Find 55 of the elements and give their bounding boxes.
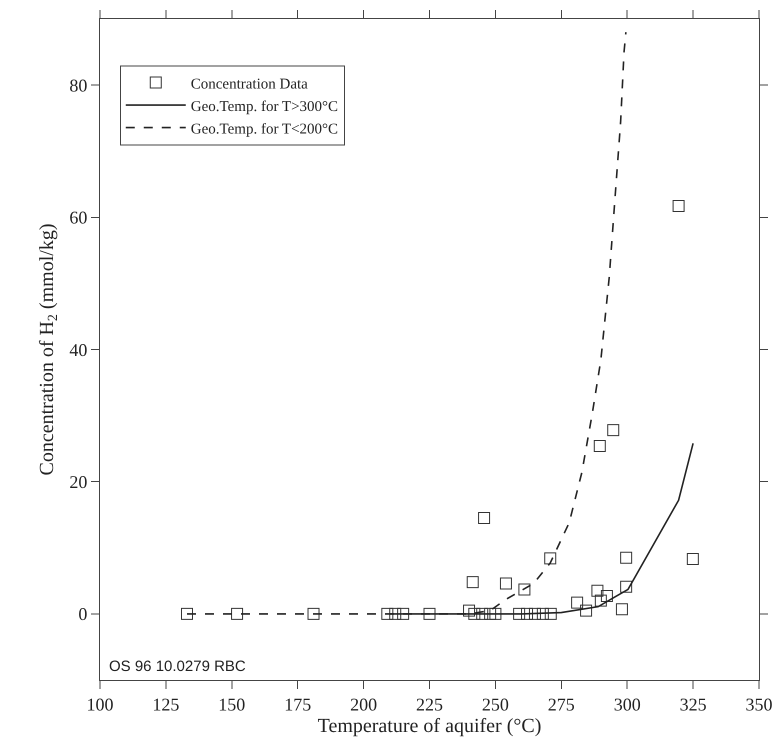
legend-label: Geo.Temp. for T<200°C <box>190 121 338 138</box>
x-tick-label: 275 <box>548 694 575 715</box>
point <box>308 608 320 620</box>
point <box>381 608 394 620</box>
x-tick-label: 225 <box>416 694 443 715</box>
point <box>600 590 613 602</box>
point <box>521 608 534 620</box>
point <box>397 608 410 620</box>
y-tick-label: 40 <box>69 340 88 360</box>
annotation: OS 96 10.0279 RBC <box>109 658 246 675</box>
point <box>594 594 607 607</box>
point <box>489 608 502 620</box>
point <box>424 608 436 620</box>
x-tick-label: 325 <box>680 694 707 715</box>
point <box>466 576 479 588</box>
y-tick-label: 80 <box>69 75 88 96</box>
point <box>478 512 490 524</box>
point <box>476 608 488 620</box>
point <box>463 604 476 617</box>
point <box>468 608 480 620</box>
x-tick-label: 125 <box>152 694 180 715</box>
x-tick-label: 150 <box>218 694 246 715</box>
x-tick-label: 250 <box>482 694 509 715</box>
x-tick-label: 300 <box>614 694 641 715</box>
x-tick-label: 200 <box>350 694 378 715</box>
point <box>620 552 632 564</box>
point <box>544 552 556 564</box>
legend-label: Geo.Temp. for T>300°C <box>190 98 338 115</box>
point <box>591 584 604 597</box>
point <box>180 608 193 620</box>
point <box>544 608 557 620</box>
point <box>686 553 699 566</box>
point <box>594 440 606 452</box>
point <box>528 608 541 620</box>
x-tick-label: 100 <box>86 694 114 715</box>
point <box>389 608 402 620</box>
y-tick-label: 60 <box>69 208 88 228</box>
point <box>672 200 685 212</box>
point <box>231 608 244 620</box>
y-tick-label: 0 <box>78 604 88 624</box>
point <box>500 577 512 590</box>
x-tick-label: 175 <box>284 694 312 715</box>
point <box>484 608 496 620</box>
point <box>571 596 584 609</box>
point <box>580 604 592 617</box>
point <box>536 608 549 620</box>
x-tick-label: 350 <box>746 694 772 715</box>
point <box>607 424 620 436</box>
point <box>513 608 526 620</box>
point <box>616 603 628 616</box>
x-axis-title: Temperature of aquifer (°C) <box>318 715 542 738</box>
point <box>518 583 530 596</box>
legend-label: Concentration Data <box>190 76 308 92</box>
y-tick-label: 20 <box>69 472 88 492</box>
point <box>620 580 632 593</box>
